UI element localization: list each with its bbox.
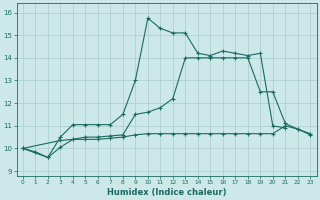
X-axis label: Humidex (Indice chaleur): Humidex (Indice chaleur)	[107, 188, 226, 197]
